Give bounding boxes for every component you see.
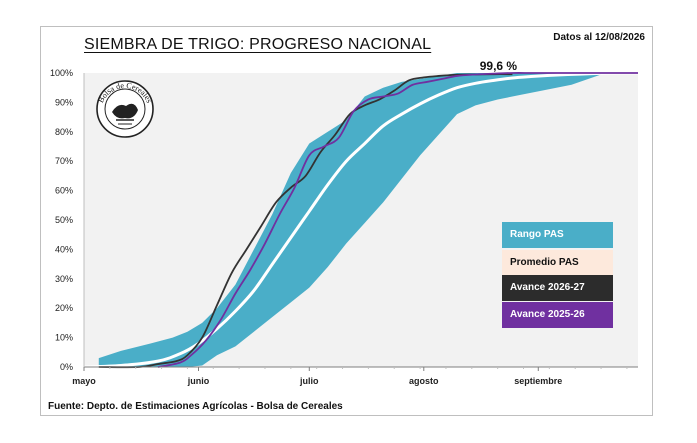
rango-pas-band: [98, 73, 639, 367]
avance-2025-26-line: [157, 72, 638, 368]
date-note: Datos al 12/08/2026: [553, 32, 645, 43]
y-tick-label: 40%: [55, 244, 73, 254]
x-tick-label: agosto: [409, 376, 439, 386]
x-tick-label: mayo: [72, 376, 96, 386]
x-tick-label: junio: [187, 376, 210, 386]
x-tick-label: septiembre: [514, 376, 562, 386]
final-value-annotation: 99,6 %: [480, 59, 518, 73]
avance-2026-27-line: [98, 73, 513, 369]
source-note: Fuente: Depto. de Estimaciones Agrícolas…: [48, 401, 343, 412]
y-tick-label: 80%: [55, 127, 73, 137]
page-title: SIEMBRA DE TRIGO: PROGRESO NACIONAL: [84, 36, 432, 53]
y-tick-label: 20%: [55, 303, 73, 313]
legend-avance-2025-26: Avance 2025-26: [502, 302, 613, 328]
legend-rango-pas: Rango PAS: [502, 222, 613, 248]
y-tick-label: 10%: [55, 333, 73, 343]
y-tick-label: 0%: [60, 362, 73, 372]
y-tick-label: 50%: [55, 215, 73, 225]
y-tick-label: 30%: [55, 274, 73, 284]
y-tick-label: 90%: [55, 97, 73, 107]
legend-promedio-pas: Promedio PAS: [502, 250, 613, 276]
y-tick-label: 70%: [55, 156, 73, 166]
y-tick-label: 60%: [55, 186, 73, 196]
bolsa-de-cereales-logo: Bolsa de Cereales: [96, 80, 154, 138]
y-tick-label: 100%: [50, 68, 73, 78]
x-tick-label: julio: [299, 376, 319, 386]
legend-avance-2026-27: Avance 2026-27: [502, 275, 613, 301]
